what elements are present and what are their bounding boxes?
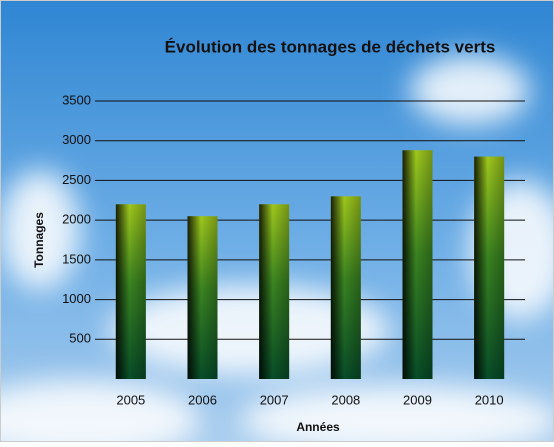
y-tick-label: 2500 (62, 172, 91, 187)
y-tick-label: 1000 (62, 291, 91, 306)
chart-title: Évolution des tonnages de déchets verts (165, 37, 496, 56)
page: Évolution des tonnages de déchets verts … (0, 0, 554, 447)
bar (403, 150, 433, 379)
y-axis-label: Tonnages (32, 212, 46, 268)
x-tick-label: 2005 (116, 392, 145, 407)
bar (188, 216, 218, 379)
y-tick-label: 2000 (62, 212, 91, 227)
x-tick-label: 2009 (403, 392, 432, 407)
bar (116, 204, 146, 379)
y-tick-label: 3500 (62, 92, 91, 107)
x-tick-label: 2008 (331, 392, 360, 407)
y-tick-label: 500 (69, 331, 91, 346)
y-tick-label: 3000 (62, 132, 91, 147)
x-tick-label: 2007 (260, 392, 289, 407)
bar (474, 157, 504, 379)
x-axis-label: Années (296, 420, 340, 434)
bar (331, 196, 361, 379)
y-tick-label: 1500 (62, 251, 91, 266)
x-tick-label: 2006 (188, 392, 217, 407)
bar (259, 204, 289, 379)
chart: Évolution des tonnages de déchets verts … (0, 0, 554, 442)
x-tick-label: 2010 (475, 392, 504, 407)
